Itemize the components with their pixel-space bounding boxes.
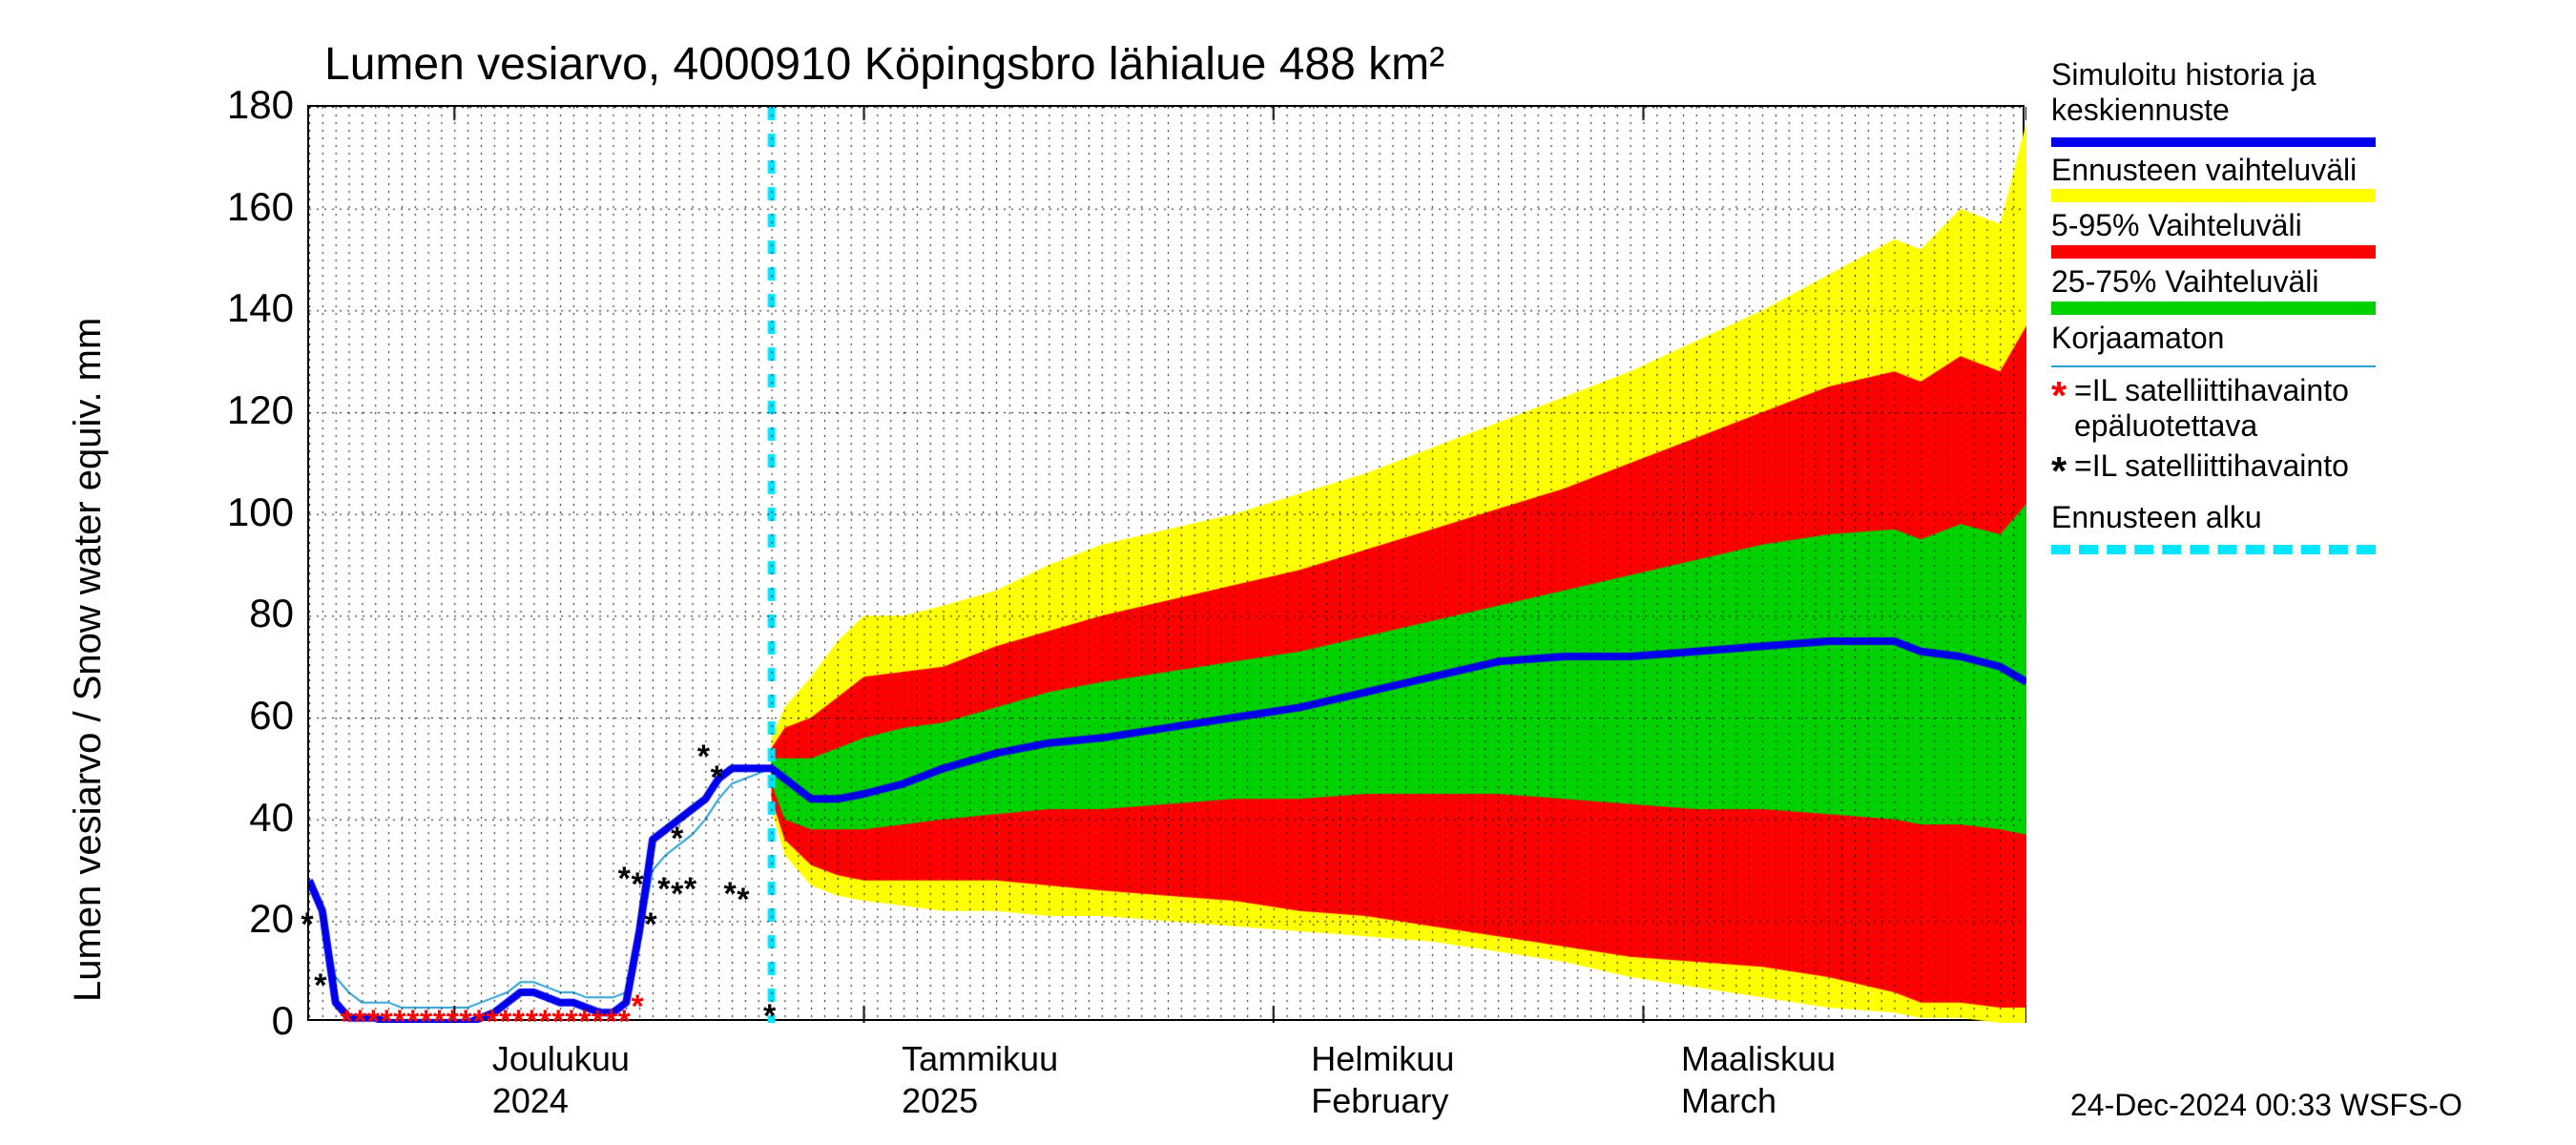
legend-line	[2051, 365, 2376, 367]
legend-label: Ennusteen vaihteluväli	[2051, 153, 2557, 188]
xtick-sublabel: 2025	[902, 1084, 978, 1118]
legend-item: Simuloitu historia ja keskiennuste	[2051, 57, 2557, 147]
marker-red-asterisk: *	[551, 1006, 564, 1038]
marker-red-asterisk: *	[605, 1006, 617, 1038]
legend-item: 25-75% Vaihteluväli	[2051, 264, 2557, 315]
chart-title: Lumen vesiarvo, 4000910 Köpingsbro lähia…	[324, 38, 1444, 91]
marker-red-asterisk: *	[460, 1006, 472, 1038]
legend-label: 5-95% Vaihteluväli	[2051, 208, 2557, 243]
marker-red-asterisk: *	[618, 1006, 631, 1038]
y-axis-label: Lumen vesiarvo / Snow water equiv. mm	[67, 318, 110, 1002]
legend-item: 5-95% Vaihteluväli	[2051, 208, 2557, 259]
xtick-label: Joulukuu	[492, 1042, 630, 1076]
ytick-label: 160	[227, 187, 294, 227]
xtick-sublabel: 2024	[492, 1084, 569, 1118]
marker-red-asterisk: *	[526, 1006, 538, 1038]
marker-black-asterisk: *	[644, 908, 656, 941]
legend-label: =IL satelliittihavainto epäluotettava	[2074, 373, 2349, 444]
marker-red-asterisk: *	[367, 1006, 380, 1038]
marker-black-asterisk: *	[684, 873, 696, 906]
marker-red-asterisk: *	[406, 1006, 419, 1038]
legend-item: *=IL satelliittihavainto	[2051, 448, 2557, 494]
legend-label: Korjaamaton	[2051, 321, 2557, 356]
ytick-label: 180	[227, 85, 294, 125]
marker-red-asterisk: *	[393, 1006, 405, 1038]
marker-red-asterisk: *	[380, 1006, 392, 1038]
marker-red-asterisk: *	[433, 1006, 446, 1038]
marker-black-asterisk: *	[711, 761, 723, 794]
legend: Simuloitu historia ja keskiennuste Ennust…	[2051, 57, 2557, 560]
marker-red-asterisk: *	[565, 1006, 577, 1038]
marker-black-asterisk: *	[618, 863, 631, 895]
xtick-sublabel: February	[1311, 1084, 1448, 1118]
legend-label: Simuloitu historia ja keskiennuste	[2051, 57, 2557, 128]
marker-black-asterisk: *	[763, 1000, 776, 1032]
legend-label: Ennusteen alku	[2051, 500, 2557, 535]
chart-stage: Lumen vesiarvo, 4000910 Köpingsbro lähia…	[0, 0, 2576, 1145]
marker-red-asterisk: *	[632, 990, 644, 1023]
legend-label: =IL satelliittihavainto	[2074, 448, 2349, 484]
marker-red-asterisk: *	[472, 1006, 485, 1038]
marker-red-asterisk: *	[420, 1006, 432, 1038]
marker-black-asterisk: *	[671, 822, 683, 855]
legend-marker-icon: *	[2051, 448, 2074, 494]
marker-red-asterisk: *	[539, 1006, 551, 1038]
marker-red-asterisk: *	[486, 1006, 498, 1038]
legend-item: *=IL satelliittihavainto epäluotettava	[2051, 373, 2557, 444]
legend-dash	[2051, 545, 2376, 554]
xtick-sublabel: March	[1681, 1084, 1776, 1118]
legend-item: Korjaamaton	[2051, 321, 2557, 367]
ytick-label: 40	[249, 798, 294, 838]
marker-red-asterisk: *	[512, 1006, 525, 1038]
ytick-label: 80	[249, 593, 294, 634]
legend-item: Ennusteen vaihteluväli	[2051, 153, 2557, 203]
marker-red-asterisk: *	[447, 1006, 459, 1038]
plot-area	[307, 105, 2025, 1021]
marker-red-asterisk: *	[578, 1006, 591, 1038]
marker-red-asterisk: *	[592, 1006, 604, 1038]
ytick-label: 0	[272, 1001, 294, 1041]
legend-item: Ennusteen alku	[2051, 500, 2557, 554]
axes-canvas	[309, 107, 2026, 1023]
marker-black-asterisk: *	[657, 873, 670, 906]
marker-red-asterisk: *	[341, 1006, 353, 1038]
marker-black-asterisk: *	[697, 740, 710, 773]
ytick-label: 120	[227, 390, 294, 430]
legend-line	[2051, 137, 2376, 147]
ytick-label: 60	[249, 696, 294, 736]
xtick-label: Maaliskuu	[1681, 1042, 1836, 1076]
legend-swatch	[2051, 302, 2376, 315]
legend-swatch	[2051, 245, 2376, 259]
marker-black-asterisk: *	[632, 868, 644, 901]
marker-black-asterisk: *	[671, 878, 683, 910]
xtick-label: Tammikuu	[902, 1042, 1058, 1076]
marker-red-asterisk: *	[499, 1006, 511, 1038]
ytick-label: 100	[227, 492, 294, 532]
marker-red-asterisk: *	[354, 1006, 366, 1038]
xtick-label: Helmikuu	[1311, 1042, 1454, 1076]
timestamp-footer: 24-Dec-2024 00:33 WSFS-O	[2070, 1088, 2462, 1123]
marker-black-asterisk: *	[301, 908, 313, 941]
marker-black-asterisk: *	[723, 878, 736, 910]
legend-label: 25-75% Vaihteluväli	[2051, 264, 2557, 300]
marker-black-asterisk: *	[314, 969, 326, 1002]
legend-marker-icon: *	[2051, 373, 2074, 419]
legend-swatch	[2051, 189, 2376, 202]
ytick-label: 20	[249, 899, 294, 939]
ytick-label: 140	[227, 288, 294, 328]
marker-black-asterisk: *	[737, 884, 749, 916]
